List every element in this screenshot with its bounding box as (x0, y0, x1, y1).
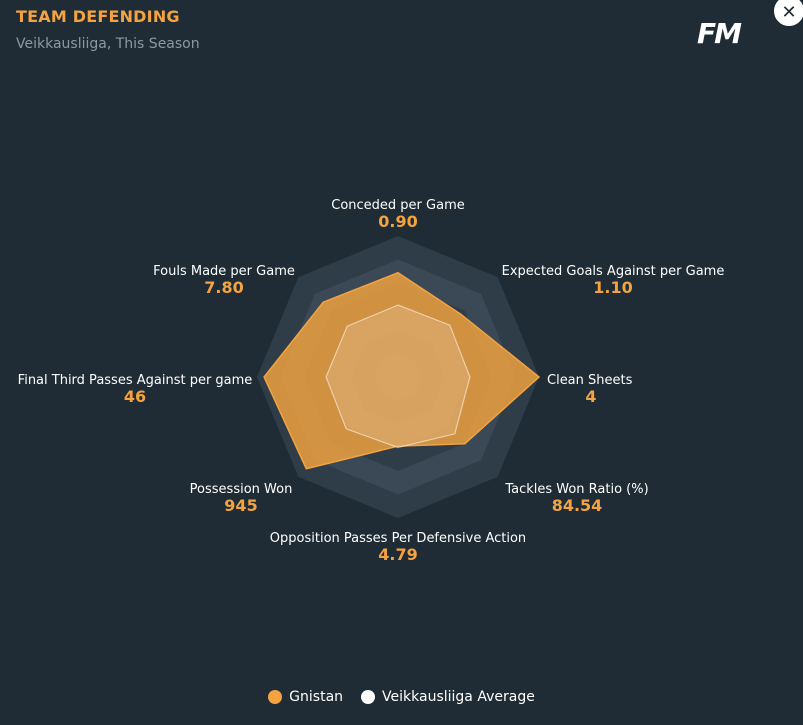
series-area-gnistan (263, 271, 541, 470)
axis-value-6: 46 (124, 387, 146, 406)
axis-label-2: Clean Sheets (547, 373, 633, 388)
axis-label-5: Possession Won (190, 482, 293, 497)
legend-swatch-average (361, 690, 376, 704)
fm-logo: FM (697, 17, 742, 50)
axis-label-3: Tackles Won Ratio (%) (504, 482, 648, 497)
series-area-average (325, 304, 471, 449)
close-icon[interactable]: ✕ (781, 2, 797, 23)
legend: Gnistan Veikkausliiga Average (0, 689, 803, 705)
legend-swatch-team (268, 690, 283, 704)
axis-label-0: Conceded per Game (331, 198, 464, 213)
axis-value-2: 4 (585, 387, 596, 406)
legend-item-average[interactable]: Veikkausliiga Average (361, 689, 535, 705)
axis-label-7: Fouls Made per Game (153, 264, 295, 279)
axis-label-6: Final Third Passes Against per game (18, 373, 253, 388)
legend-label-team: Gnistan (289, 689, 344, 705)
axis-label-4: Opposition Passes Per Defensive Action (270, 531, 526, 546)
axis-value-5: 945 (224, 496, 257, 515)
axis-value-3: 84.54 (552, 496, 603, 515)
axis-label-1: Expected Goals Against per Game (502, 264, 725, 279)
axis-value-1: 1.10 (593, 278, 632, 297)
axis-value-0: 0.90 (378, 212, 417, 231)
close-button[interactable]: ✕ (772, 0, 803, 28)
chart-subtitle: Veikkausliiga, This Season (16, 36, 200, 52)
radar-areas (263, 271, 541, 470)
legend-label-average: Veikkausliiga Average (382, 689, 535, 705)
axis-value-4: 4.79 (378, 545, 417, 564)
legend-item-team[interactable]: Gnistan (268, 689, 343, 705)
axis-value-7: 7.80 (204, 278, 243, 297)
chart-title: TEAM DEFENDING (16, 7, 180, 26)
